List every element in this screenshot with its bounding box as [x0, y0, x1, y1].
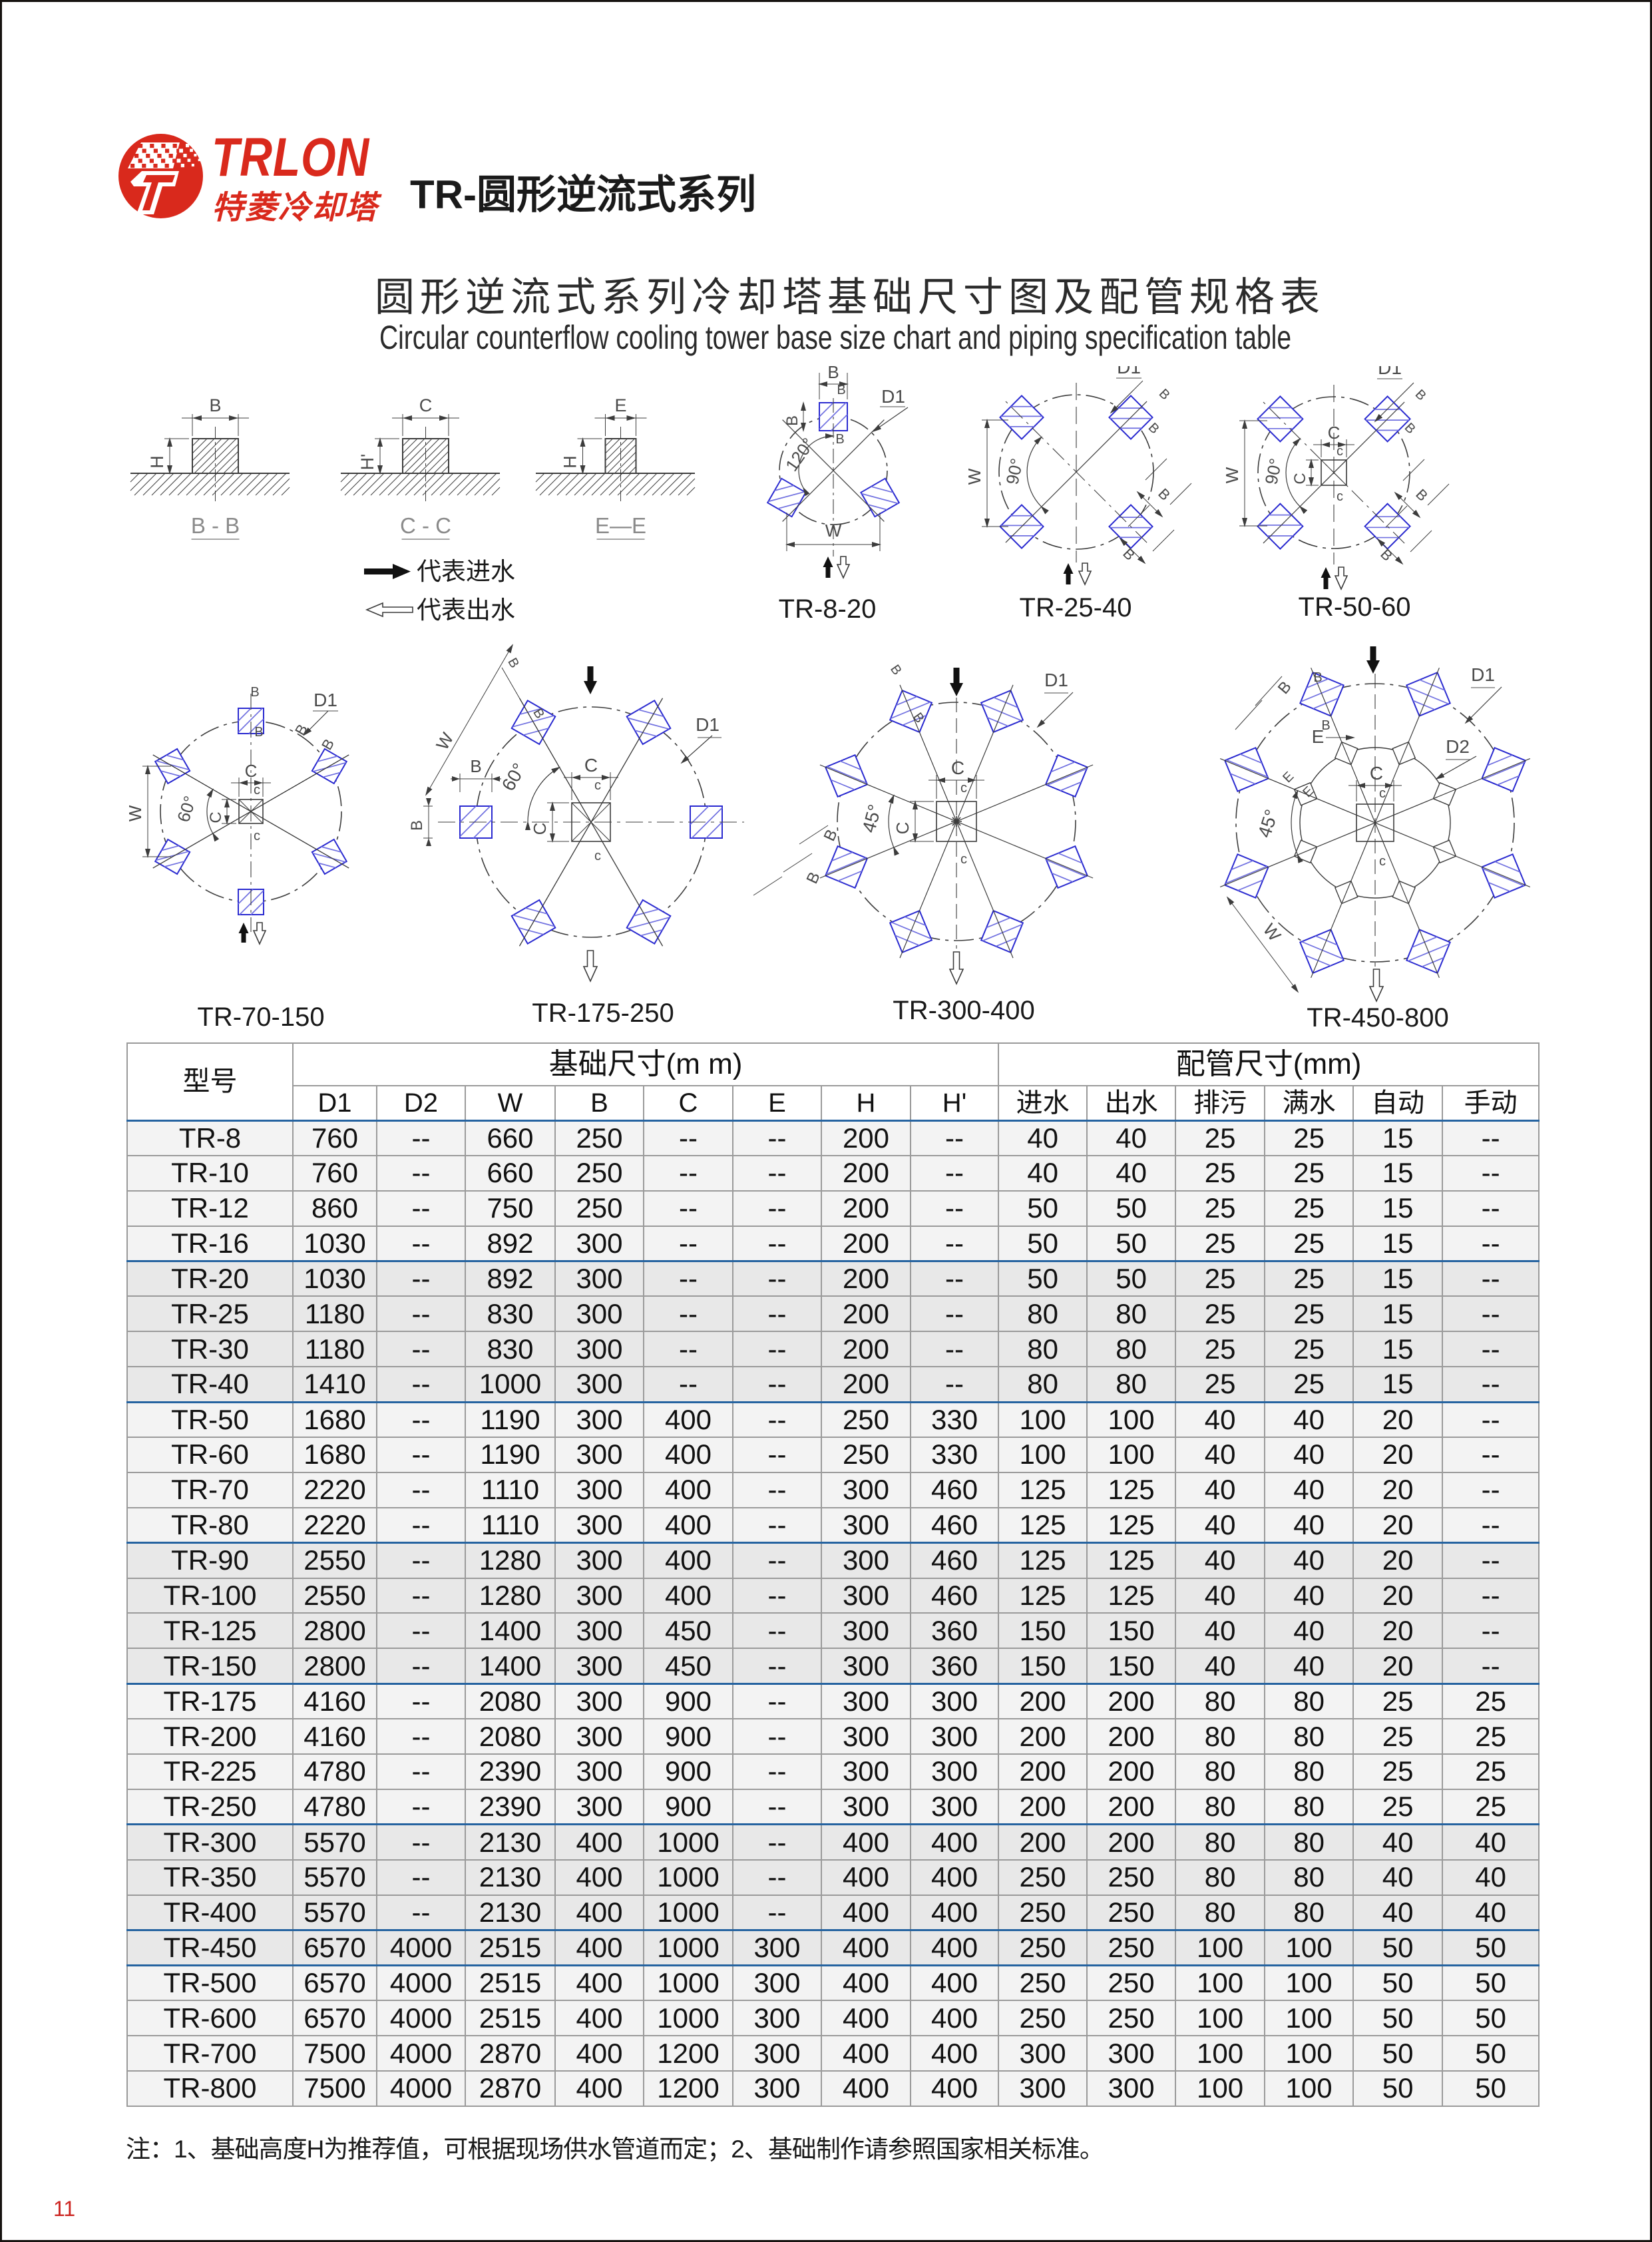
svg-text:c: c [1379, 786, 1386, 801]
svg-text:C: C [951, 758, 964, 778]
svg-text:TR-50-60: TR-50-60 [1299, 592, 1411, 622]
svg-text:B: B [254, 725, 263, 740]
svg-text:B: B [803, 869, 824, 887]
svg-text:B: B [827, 366, 839, 382]
svg-text:B: B [1377, 546, 1396, 564]
svg-text:W: W [125, 805, 145, 821]
svg-text:120°: 120° [781, 434, 818, 475]
svg-text:W: W [1222, 467, 1242, 483]
svg-text:90°: 90° [1261, 457, 1286, 487]
svg-text:B: B [835, 432, 844, 447]
svg-text:E: E [1280, 769, 1297, 785]
svg-text:B: B [250, 685, 259, 700]
svg-text:c: c [254, 829, 260, 843]
svg-text:B: B [292, 722, 311, 738]
svg-text:B: B [505, 656, 522, 671]
svg-text:C - C: C - C [400, 513, 451, 538]
svg-text:B: B [1120, 545, 1138, 564]
svg-text:W: W [964, 468, 984, 485]
svg-text:C: C [1291, 473, 1309, 484]
svg-text:C: C [245, 761, 258, 781]
svg-text:C: C [1328, 423, 1341, 443]
svg-text:TR-25-40: TR-25-40 [1020, 593, 1132, 622]
svg-text:D1: D1 [1471, 664, 1495, 685]
svg-text:H: H [147, 455, 167, 469]
svg-text:45°: 45° [1254, 807, 1283, 840]
svg-text:C: C [1370, 763, 1383, 784]
svg-text:W: W [432, 729, 457, 754]
svg-text:c: c [1337, 489, 1343, 504]
svg-text:E: E [614, 395, 626, 415]
svg-text:C: C [893, 822, 913, 835]
svg-text:B: B [1156, 386, 1173, 403]
svg-text:B: B [783, 415, 801, 426]
svg-text:W: W [825, 521, 842, 541]
svg-text:E—E: E—E [595, 513, 646, 538]
svg-text:c: c [960, 852, 967, 867]
svg-text:c: c [254, 783, 260, 797]
svg-text:D2: D2 [1446, 736, 1470, 757]
svg-text:H: H [560, 455, 580, 469]
svg-text:90°: 90° [1002, 457, 1027, 487]
svg-text:TR-300-400: TR-300-400 [893, 996, 1034, 1025]
svg-text:D1: D1 [1117, 366, 1141, 377]
svg-text:45°: 45° [858, 802, 885, 835]
svg-text:B: B [209, 395, 221, 415]
svg-text:60°: 60° [173, 793, 200, 825]
svg-text:H': H' [357, 454, 377, 471]
svg-text:D1: D1 [696, 714, 720, 735]
svg-text:c: c [1337, 444, 1343, 459]
svg-text:TR-8-20: TR-8-20 [779, 594, 877, 624]
svg-text:B: B [1412, 486, 1431, 505]
svg-text:B - B: B - B [191, 513, 240, 538]
svg-text:代表进水: 代表进水 [417, 558, 515, 585]
svg-text:C: C [584, 755, 598, 776]
svg-text:TR-70-150: TR-70-150 [197, 1003, 324, 1032]
svg-text:D1: D1 [881, 386, 905, 407]
svg-text:B: B [318, 736, 337, 753]
svg-text:D1: D1 [1378, 366, 1402, 378]
svg-text:B: B [408, 820, 426, 831]
svg-text:C: C [419, 395, 433, 415]
svg-text:B: B [1155, 485, 1173, 504]
svg-text:B: B [837, 383, 845, 397]
svg-text:代表出水: 代表出水 [417, 596, 515, 624]
svg-text:D1: D1 [313, 690, 337, 710]
svg-text:B: B [470, 756, 481, 776]
svg-text:C: C [530, 823, 550, 835]
svg-text:E: E [1312, 726, 1325, 747]
svg-text:60°: 60° [498, 760, 530, 794]
svg-text:C: C [207, 811, 225, 823]
svg-text:TR-450-800: TR-450-800 [1307, 1003, 1448, 1032]
svg-text:c: c [960, 781, 967, 795]
svg-text:TR-175-250: TR-175-250 [532, 999, 674, 1028]
svg-text:c: c [1379, 854, 1386, 869]
svg-text:B: B [887, 662, 905, 678]
svg-text:B: B [1412, 387, 1429, 403]
svg-text:W: W [1259, 920, 1285, 945]
svg-text:B: B [1313, 670, 1322, 685]
svg-text:c: c [594, 849, 601, 863]
svg-text:B: B [1321, 718, 1330, 733]
svg-text:D1: D1 [1044, 670, 1068, 690]
svg-text:c: c [594, 778, 601, 793]
